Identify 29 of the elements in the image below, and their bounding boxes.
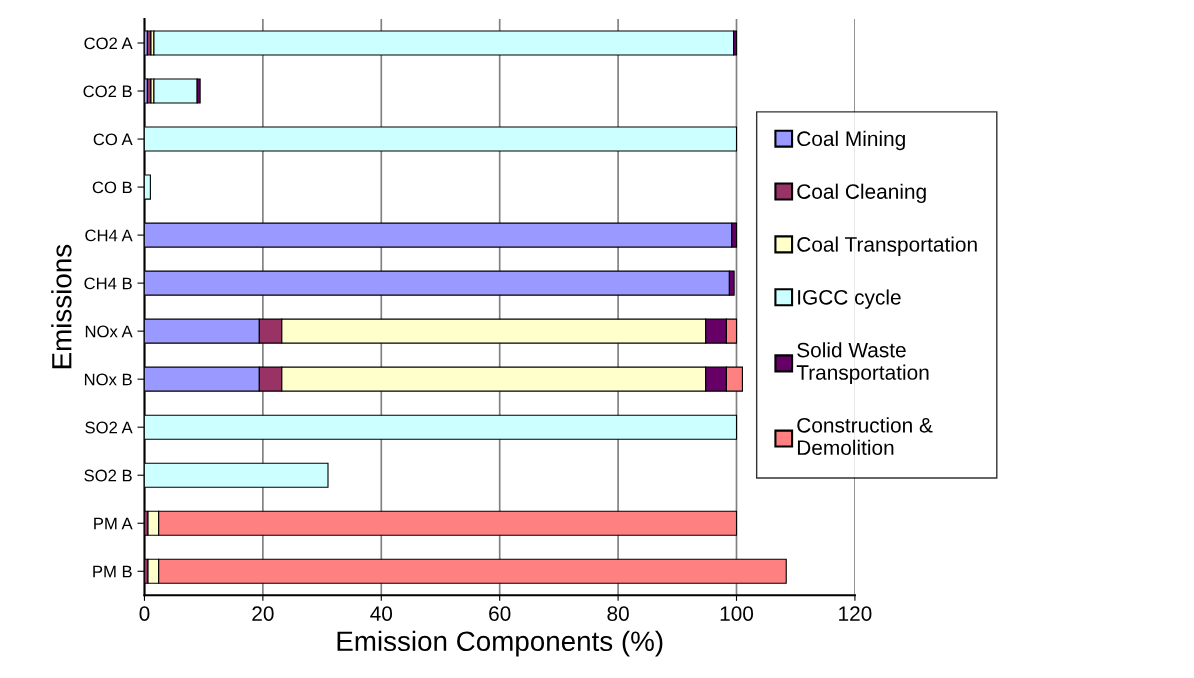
legend-label: Solid Waste Transportation bbox=[796, 342, 929, 384]
bar bbox=[153, 78, 198, 104]
legend-label: Coal Transportation bbox=[797, 236, 977, 256]
y-tick-label: CO2 A bbox=[84, 37, 133, 50]
x-tick-label: 120 bbox=[839, 606, 872, 621]
y-tick-label: CO B bbox=[92, 181, 132, 194]
x-tick-label: 100 bbox=[720, 606, 754, 621]
legend-label: Coal Mining bbox=[797, 130, 905, 151]
x-tick-label: 60 bbox=[489, 606, 511, 621]
y-tick-label: CH4 B bbox=[84, 277, 132, 290]
x-tick-label: 40 bbox=[370, 606, 393, 621]
legend-label: Coal Cleaning bbox=[797, 183, 926, 204]
legend-label: IGCC cycle bbox=[798, 289, 901, 309]
x-axis-title: Emission Components (%) bbox=[337, 630, 663, 657]
y-axis-title: Emissions bbox=[51, 244, 72, 369]
x-tick-label: 20 bbox=[252, 606, 274, 621]
y-tick-label: CO A bbox=[93, 133, 133, 146]
y-tick-label: NOx A bbox=[85, 325, 133, 338]
y-tick-label: PM B bbox=[93, 565, 132, 578]
y-tick-label: PM A bbox=[94, 517, 133, 530]
y-tick-label: SO2 B bbox=[84, 469, 132, 482]
bar bbox=[153, 30, 735, 56]
y-tick-label: CH4 A bbox=[85, 229, 133, 242]
y-tick-label: CO2 B bbox=[83, 85, 132, 98]
x-tick-label: 80 bbox=[607, 606, 629, 621]
x-tick-label: 0 bbox=[139, 606, 150, 621]
legend-label: Construction & Demolition bbox=[797, 417, 933, 456]
y-tick-label: SO2 A bbox=[85, 421, 133, 434]
y-tick-label: NOx B bbox=[84, 373, 132, 386]
